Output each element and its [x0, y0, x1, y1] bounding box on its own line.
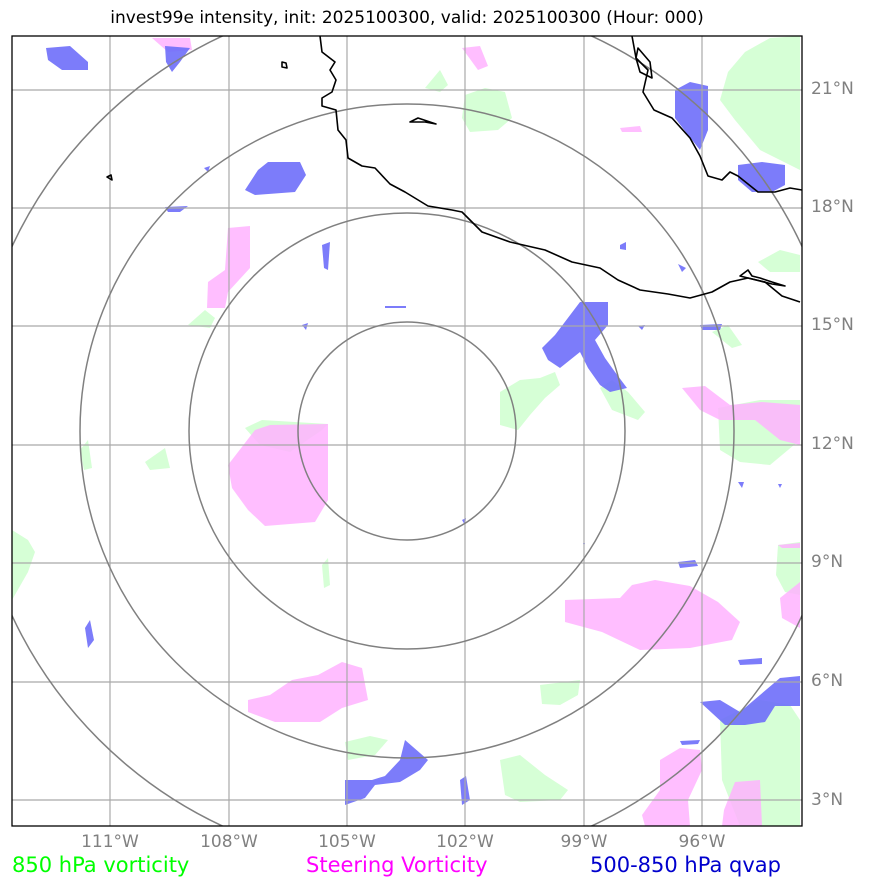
legend-850-vorticity: 850 hPa vorticity [12, 853, 190, 877]
lon-label: 96°W [678, 832, 726, 852]
lat-label: 15°N [811, 315, 854, 335]
lat-label: 9°N [811, 552, 844, 572]
plot-border [11, 35, 803, 827]
lat-label: 6°N [811, 671, 844, 691]
lon-label: 102°W [436, 832, 494, 852]
vorticity-850-areas [12, 36, 800, 826]
graticule [12, 36, 802, 826]
lon-label: 99°W [560, 832, 608, 852]
map-title: invest99e intensity, init: 2025100300, v… [110, 8, 704, 28]
lon-label: 108°W [200, 832, 258, 852]
qvap-areas [46, 46, 800, 805]
steering-vorticity-areas [152, 38, 800, 826]
legend-steering-vorticity: Steering Vorticity [306, 853, 488, 877]
lat-label: 21°N [811, 79, 854, 99]
lon-label: 111°W [81, 832, 139, 852]
lat-label: 3°N [811, 790, 844, 810]
legend-qvap: 500-850 hPa qvap [590, 853, 781, 877]
lon-label: 105°W [318, 832, 376, 852]
range-rings [12, 36, 802, 826]
lat-label: 12°N [811, 434, 854, 454]
lat-label: 18°N [811, 197, 854, 217]
coastline [106, 36, 802, 303]
